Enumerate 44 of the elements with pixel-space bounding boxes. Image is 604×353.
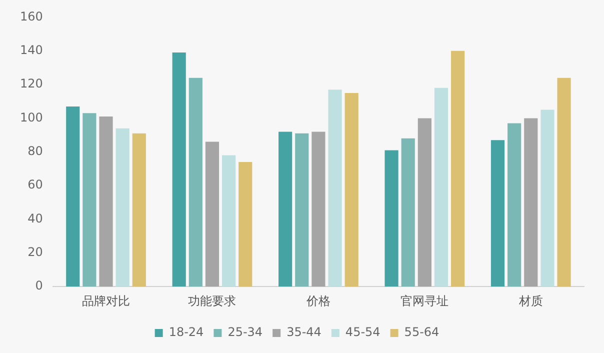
bar bbox=[434, 88, 448, 287]
bar bbox=[418, 118, 432, 287]
x-tick-label: 官网寻址 bbox=[400, 294, 449, 308]
y-tick-label: 60 bbox=[28, 178, 43, 192]
bar bbox=[205, 142, 220, 287]
bar bbox=[132, 133, 146, 287]
y-tick-label: 140 bbox=[20, 43, 43, 57]
legend-label: 45-54 bbox=[345, 325, 380, 340]
y-tick-label: 100 bbox=[20, 110, 43, 124]
y-tick-label: 160 bbox=[20, 9, 43, 24]
bar bbox=[82, 113, 96, 287]
bar bbox=[344, 92, 358, 287]
bar bbox=[238, 162, 252, 287]
bar bbox=[222, 155, 236, 287]
bar bbox=[328, 90, 342, 287]
bar bbox=[490, 140, 505, 287]
legend-label: 25-34 bbox=[228, 325, 263, 340]
y-tick-label: 80 bbox=[28, 144, 43, 158]
bar bbox=[384, 150, 398, 287]
bar bbox=[540, 110, 554, 287]
x-tick-label: 材质 bbox=[518, 294, 543, 308]
legend-label: 18-24 bbox=[168, 325, 204, 340]
bar bbox=[295, 133, 309, 287]
bar bbox=[451, 50, 465, 287]
x-tick-label: 功能要求 bbox=[188, 294, 236, 308]
bar bbox=[508, 123, 522, 287]
y-tick-label: 120 bbox=[20, 76, 43, 91]
bar bbox=[116, 128, 130, 287]
y-tick-label: 40 bbox=[28, 211, 43, 226]
bar bbox=[524, 118, 538, 287]
bar bbox=[401, 138, 415, 287]
bar bbox=[99, 116, 113, 287]
bar bbox=[66, 106, 80, 287]
bar bbox=[188, 78, 202, 287]
bar bbox=[172, 52, 186, 287]
legend-label: 35-44 bbox=[286, 325, 322, 340]
bar bbox=[557, 78, 571, 287]
y-tick-label: 20 bbox=[28, 245, 43, 260]
legend-label: 55-64 bbox=[404, 325, 440, 340]
y-tick-label: 0 bbox=[35, 278, 43, 293]
bar bbox=[278, 132, 292, 287]
x-tick-label: 价格 bbox=[305, 294, 330, 308]
x-tick-label: 品牌对比 bbox=[82, 294, 130, 308]
bar bbox=[312, 132, 326, 287]
